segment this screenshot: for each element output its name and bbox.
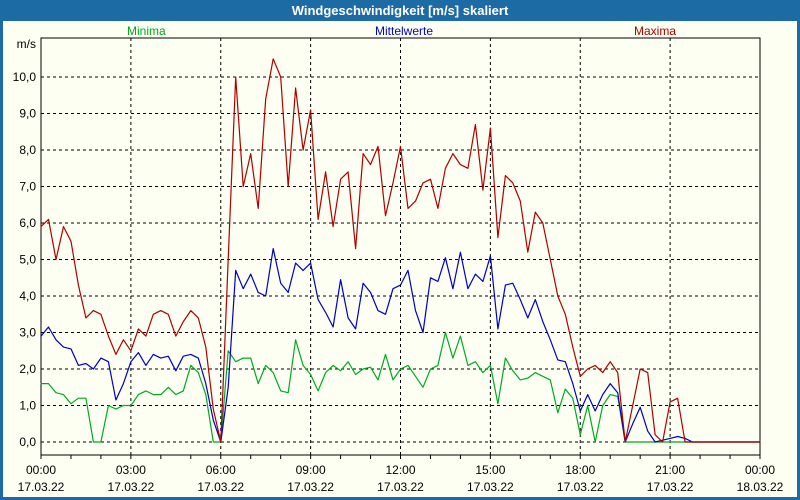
x-tick-date-label: 17.03.22	[197, 480, 244, 494]
minima-line	[40, 331, 761, 443]
x-tick-time-label: 00:00	[745, 463, 775, 477]
x-tick-time-label: 21:00	[655, 463, 685, 477]
y-tick-label: 3,0	[19, 326, 36, 340]
x-tick-time-label: 03:00	[116, 463, 146, 477]
chart-title-bar: Windgeschwindigkeit [m/s] skaliert	[0, 0, 800, 21]
x-tick-date-label: 17.03.22	[377, 480, 424, 494]
x-tick-date-label: 17.03.22	[287, 480, 334, 494]
x-tick-time-label: 00:00	[26, 463, 56, 477]
chart-title: Windgeschwindigkeit [m/s] skaliert	[291, 3, 509, 18]
x-tick-date-label: 17.03.22	[647, 480, 694, 494]
x-tick-date-label: 17.03.22	[467, 480, 514, 494]
x-tick-time-label: 12:00	[385, 463, 415, 477]
y-tick-label: 9,0	[19, 107, 36, 121]
y-tick-label: 2,0	[19, 362, 36, 376]
legend-label-maxima: Maxima	[634, 24, 677, 38]
x-tick-time-label: 06:00	[206, 463, 236, 477]
legend-label-mittelwerte: Mittelwerte	[375, 24, 434, 38]
y-tick-label: 4,0	[19, 289, 36, 303]
x-tick-time-label: 18:00	[565, 463, 595, 477]
y-axis-unit-label: m/s	[17, 37, 36, 51]
mittelwerte-line	[40, 248, 761, 443]
maxima-line	[40, 58, 761, 443]
y-tick-label: 10,0	[13, 70, 37, 84]
y-tick-label: 5,0	[19, 253, 36, 267]
x-tick-date-label: 18.03.22	[737, 480, 784, 494]
x-tick-date-label: 17.03.22	[18, 480, 65, 494]
y-tick-label: 6,0	[19, 216, 36, 230]
y-tick-label: 1,0	[19, 399, 36, 413]
y-tick-label: 7,0	[19, 180, 36, 194]
x-tick-time-label: 15:00	[475, 463, 505, 477]
x-tick-time-label: 09:00	[296, 463, 326, 477]
x-tick-date-label: 17.03.22	[108, 480, 155, 494]
x-tick-date-label: 17.03.22	[557, 480, 604, 494]
y-tick-label: 8,0	[19, 143, 36, 157]
y-tick-label: 0,0	[19, 435, 36, 449]
legend-label-minima: Minima	[127, 24, 166, 38]
